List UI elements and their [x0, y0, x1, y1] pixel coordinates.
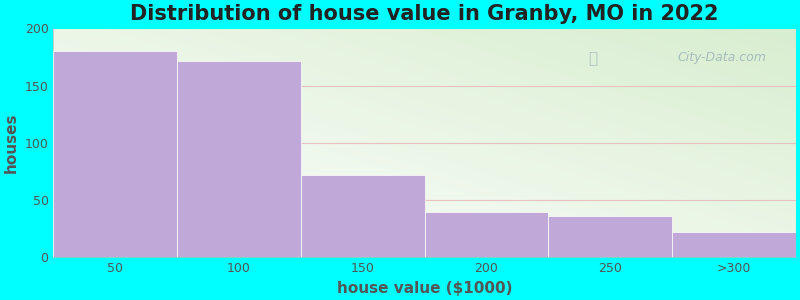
Bar	[177, 61, 301, 257]
Bar	[548, 216, 672, 257]
X-axis label: house value ($1000): house value ($1000)	[337, 281, 512, 296]
Text: City-Data.com: City-Data.com	[678, 51, 766, 64]
Title: Distribution of house value in Granby, MO in 2022: Distribution of house value in Granby, M…	[130, 4, 719, 24]
Text: Ⓠ: Ⓠ	[588, 51, 597, 66]
Bar	[425, 212, 548, 257]
Bar	[54, 51, 177, 257]
Y-axis label: houses: houses	[4, 113, 19, 173]
Bar	[672, 232, 796, 257]
Bar	[301, 175, 425, 257]
